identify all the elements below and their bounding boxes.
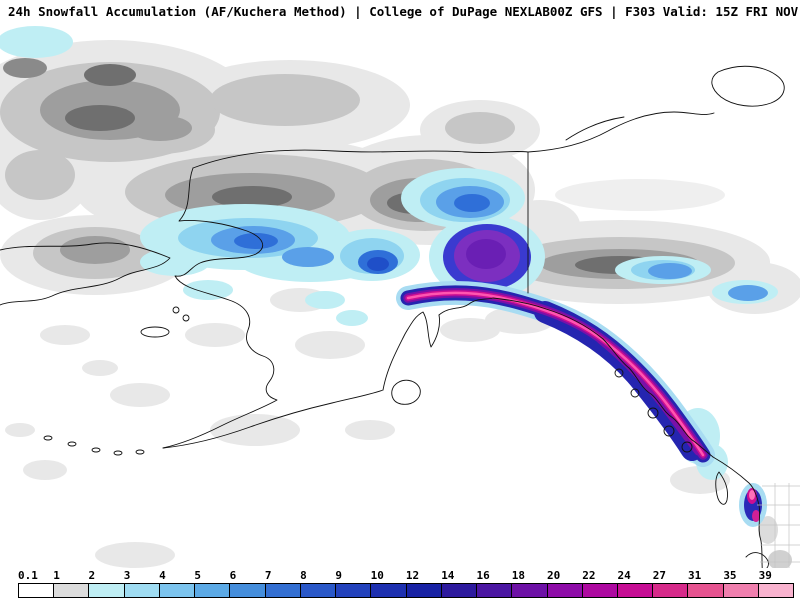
legend-color-cell — [653, 584, 689, 597]
legend-color-cell — [336, 584, 372, 597]
legend-label: 7 — [264, 569, 272, 582]
legend-label: 18 — [511, 569, 525, 582]
legend-label: 4 — [159, 569, 166, 582]
legend-color-cell — [124, 584, 160, 597]
legend-label: 12 — [405, 569, 420, 582]
legend-color-cell — [547, 584, 583, 597]
legend-label: 2 — [88, 569, 96, 582]
legend-labels-row: 0.1 1 2 3 4 5 6 7 8 9 10 12 14 16 18 20 22 24 27 31 35 39 — [18, 569, 794, 583]
legend-color-bar — [18, 583, 794, 598]
snowfall-map — [0, 22, 800, 568]
legend-label: 0.1 — [18, 569, 38, 582]
map-title: 24h Snowfall Accumulation (AF/Kuchera Me… — [8, 3, 550, 19]
legend-label: 35 — [723, 569, 737, 582]
legend-label: 5 — [194, 569, 201, 582]
map-valid-time: 00Z GFS | F303 Valid: 15Z FRI NOV 28 202… — [549, 3, 800, 19]
legend-color-cell — [195, 584, 231, 597]
legend-label: 39 — [758, 569, 772, 582]
legend-color-cell — [265, 584, 301, 597]
legend-color-cell — [54, 584, 90, 597]
legend-color-cell — [159, 584, 196, 597]
title-bar: 24h Snowfall Accumulation (AF/Kuchera Me… — [0, 0, 800, 22]
legend-label: 27 — [652, 569, 667, 582]
snowfall-legend: 0.1 1 2 3 4 5 6 7 8 9 10 12 14 16 18 20 22 24 27 31 35 39 — [0, 568, 800, 600]
legend-color-cell — [300, 584, 337, 597]
legend-color-cell — [582, 584, 618, 597]
legend-label: 20 — [546, 569, 561, 582]
legend-label: 6 — [229, 569, 237, 582]
legend-color-cell — [723, 584, 759, 597]
legend-label: 10 — [370, 569, 384, 582]
legend-label: 14 — [441, 569, 455, 582]
legend-label: 16 — [476, 569, 490, 582]
legend-color-cell — [441, 584, 478, 597]
legend-color-cell — [617, 584, 654, 597]
legend-color-cell — [688, 584, 724, 597]
legend-color-cell — [477, 584, 513, 597]
map-svg — [0, 26, 800, 568]
legend-color-cell — [512, 584, 548, 597]
legend-label: 31 — [688, 569, 702, 582]
legend-label: 3 — [123, 569, 131, 582]
legend-color-cell — [406, 584, 442, 597]
legend-color-cell — [230, 584, 266, 597]
legend-label: 1 — [53, 569, 60, 582]
legend-label: 22 — [582, 569, 596, 582]
legend-label: 24 — [617, 569, 631, 582]
legend-label: 8 — [300, 569, 307, 582]
legend-label: 9 — [335, 569, 343, 582]
legend-color-cell — [371, 584, 407, 597]
legend-color-cell — [89, 584, 125, 597]
legend-color-cell — [758, 584, 794, 597]
legend-color-cell — [19, 584, 55, 597]
